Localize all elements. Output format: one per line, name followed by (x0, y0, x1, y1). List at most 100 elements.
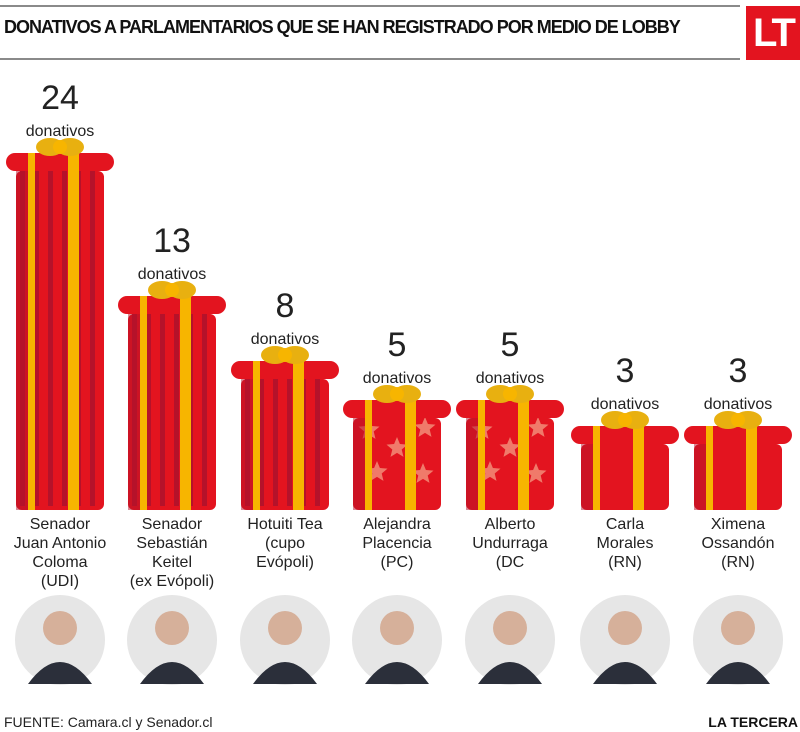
avatar-body (593, 662, 657, 684)
category-label: Coloma (32, 554, 87, 571)
gift-ribbon (293, 361, 304, 379)
gift-bar (456, 385, 564, 510)
gift-stripe (34, 171, 39, 506)
avatar-face (155, 611, 189, 645)
chart-title: DONATIVOS A PARLAMENTARIOS QUE SE HAN RE… (4, 17, 681, 37)
avatar-face (43, 611, 77, 645)
category-label: (RN) (721, 554, 755, 571)
gift-body (353, 418, 441, 510)
gift-ribbon (518, 400, 529, 510)
gift-star (525, 463, 547, 483)
gift-ribbon (293, 361, 304, 510)
logo: LT (746, 6, 800, 60)
gift-body (581, 444, 669, 510)
category-label: Placencia (362, 535, 431, 552)
gift-ribbon (706, 426, 713, 444)
gift-bar (571, 411, 679, 510)
unit-label: donativos (251, 331, 320, 348)
category-label: (RN) (608, 554, 642, 571)
gift-stripe (160, 314, 165, 506)
gift-bow-knot (278, 348, 292, 362)
gift-stripe (259, 379, 264, 506)
title-rule (0, 58, 740, 60)
gift-ribbon (706, 426, 713, 510)
category-label: Senador (142, 516, 203, 533)
gift-ribbon (593, 426, 600, 510)
gift-shade (128, 314, 142, 510)
gift-ribbon (593, 426, 600, 444)
category-label: (PC) (381, 554, 414, 571)
gift-stripe (315, 379, 320, 506)
gift-ribbon (405, 400, 416, 510)
gift-ribbon (518, 400, 529, 418)
avatar-body (140, 662, 204, 684)
category-label: (cupo (265, 535, 305, 552)
gift-ribbon (28, 153, 35, 510)
value-label: 8 (276, 287, 295, 325)
unit-label: donativos (591, 396, 660, 413)
avatar-face (380, 611, 414, 645)
category-label: Ossandón (702, 535, 775, 552)
avatar (580, 595, 670, 685)
value-label: 24 (41, 79, 79, 117)
gift-lid (118, 296, 226, 314)
avatar-face (608, 611, 642, 645)
gift-lid (684, 426, 792, 444)
unit-label: donativos (704, 396, 773, 413)
avatar (352, 595, 442, 685)
gift-shade (16, 171, 30, 510)
gift-lid (6, 153, 114, 171)
gift-bar (118, 281, 226, 510)
gift-body (466, 418, 554, 510)
category-label: Morales (597, 535, 654, 552)
gift-ribbon (405, 400, 416, 418)
avatar-body (478, 662, 542, 684)
gift-bar (343, 385, 451, 510)
unit-label: donativos (26, 123, 95, 140)
gift-body (694, 444, 782, 510)
gift-ribbon (633, 426, 644, 444)
gift-star (386, 437, 408, 457)
category-label: Hotuiti Tea (247, 516, 322, 533)
value-label: 5 (388, 326, 407, 364)
source-note: FUENTE: Camara.cl y Senador.cl (4, 714, 213, 730)
gift-stripe (287, 379, 292, 506)
unit-label: donativos (363, 370, 432, 387)
category-label: Senador (30, 516, 91, 533)
category-label: (UDI) (41, 573, 79, 590)
category-label: (DC (496, 554, 524, 571)
unit-label: donativos (138, 266, 207, 283)
gift-star (499, 437, 521, 457)
gift-shade (694, 444, 708, 510)
avatar-face (268, 611, 302, 645)
gift-ribbon (68, 153, 79, 510)
value-label: 5 (501, 326, 520, 364)
gift-ribbon (365, 400, 372, 418)
gift-bow-knot (503, 387, 517, 401)
top-rule (0, 5, 740, 7)
gift-ribbon (746, 426, 757, 444)
gift-ribbon (478, 400, 485, 418)
avatar-body (365, 662, 429, 684)
category-label: (ex Evópoli) (130, 573, 214, 590)
category-label: Carla (606, 516, 644, 533)
unit-label: donativos (476, 370, 545, 387)
gift-bow-knot (731, 413, 745, 427)
gift-bar (684, 411, 792, 510)
gift-star (412, 463, 434, 483)
gift-lid (343, 400, 451, 418)
gift-bow-knot (390, 387, 404, 401)
gift-ribbon (478, 400, 485, 510)
gift-stripe (90, 171, 95, 506)
gift-ribbon (140, 296, 147, 314)
category-label: Keitel (152, 554, 192, 571)
gift-stripe (202, 314, 207, 506)
gift-ribbon (253, 361, 260, 510)
category-label: Evópoli) (256, 554, 314, 571)
category-label: Alberto (485, 516, 536, 533)
gift-bow-knot (618, 413, 632, 427)
gift-shade (581, 444, 595, 510)
gift-ribbon (28, 153, 35, 171)
value-label: 3 (729, 352, 748, 390)
gift-stripe (174, 314, 179, 506)
